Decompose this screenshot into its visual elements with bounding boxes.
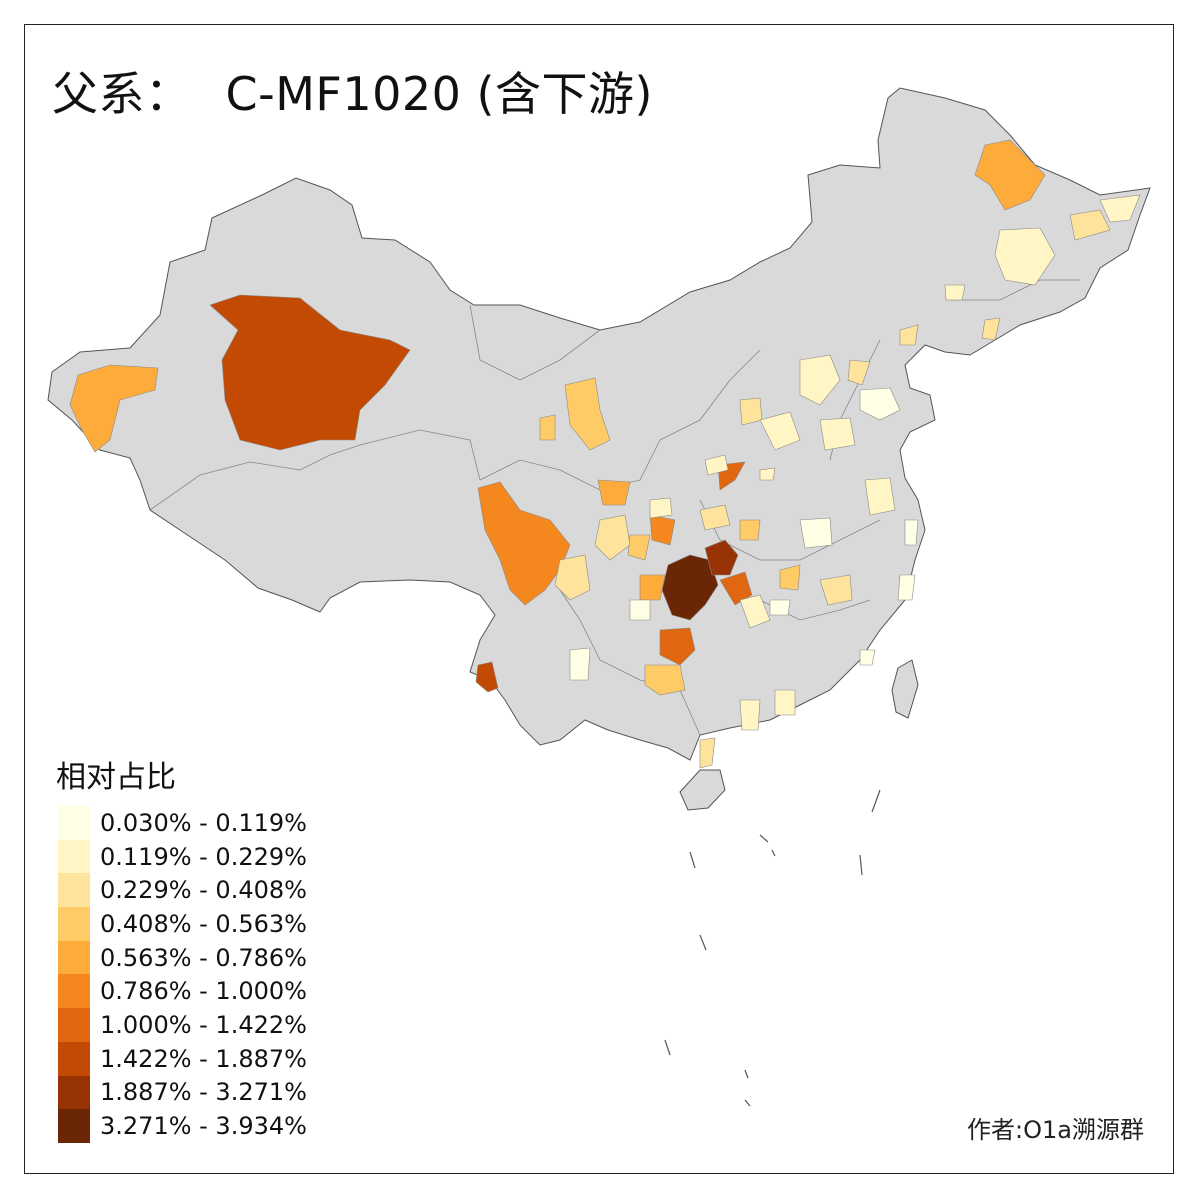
legend-label: 0.408% - 0.563% bbox=[100, 909, 307, 938]
legend-item: 0.229% - 0.408% bbox=[58, 873, 307, 908]
legend-swatch bbox=[58, 940, 90, 975]
south-sea-islands bbox=[664, 789, 881, 1107]
taiwan-island bbox=[891, 659, 919, 719]
legend-swatch bbox=[58, 1041, 90, 1076]
legend-swatch bbox=[58, 806, 90, 840]
legend-label: 1.887% - 3.271% bbox=[100, 1078, 307, 1107]
region-3 bbox=[539, 414, 556, 441]
legend-swatch bbox=[58, 1008, 90, 1042]
region-1 bbox=[649, 497, 673, 519]
legend-swatch bbox=[58, 873, 90, 908]
region-1 bbox=[799, 354, 841, 406]
region-2 bbox=[739, 397, 763, 426]
region-0 bbox=[769, 599, 791, 616]
region-0 bbox=[897, 574, 916, 601]
legend-label: 0.786% - 1.000% bbox=[100, 977, 307, 1006]
map-title: 父系： C-MF1020 (含下游) bbox=[52, 58, 653, 124]
hainan-island bbox=[679, 769, 726, 811]
legend-swatch bbox=[58, 907, 90, 941]
region-0 bbox=[569, 647, 591, 681]
province-borders bbox=[149, 279, 1080, 736]
region-1 bbox=[944, 284, 966, 301]
region-6 bbox=[719, 571, 753, 606]
legend: 0.030% - 0.119% 0.119% - 0.229% 0.229% - 0… bbox=[58, 806, 307, 1143]
region-0 bbox=[859, 387, 901, 421]
region-1 bbox=[819, 417, 856, 451]
legend-item: 0.563% - 0.786% bbox=[58, 940, 307, 975]
region-2 bbox=[554, 554, 591, 601]
legend-item: 0.786% - 1.000% bbox=[58, 974, 307, 1009]
region-6 bbox=[659, 627, 696, 666]
legend-label: 0.030% - 0.119% bbox=[100, 808, 307, 837]
region-5 bbox=[477, 481, 571, 606]
legend-title: 相对占比 bbox=[56, 760, 176, 795]
legend-item: 1.422% - 1.887% bbox=[58, 1041, 307, 1076]
region-2 bbox=[819, 574, 853, 606]
map-frame bbox=[24, 24, 1174, 1174]
legend-swatch bbox=[58, 839, 90, 874]
legend-label: 3.271% - 3.934% bbox=[100, 1112, 307, 1141]
author-credit: 作者:O1a溯源群 bbox=[967, 1116, 1144, 1144]
legend-item: 0.119% - 0.229% bbox=[58, 839, 307, 874]
region-1 bbox=[1099, 194, 1141, 223]
region-5 bbox=[649, 514, 676, 546]
region-4 bbox=[974, 139, 1046, 211]
region-8 bbox=[704, 539, 739, 576]
region-1 bbox=[739, 699, 761, 731]
region-1 bbox=[739, 594, 771, 629]
title-prefix: 父系： bbox=[52, 67, 192, 121]
region-7 bbox=[475, 661, 499, 693]
region-1 bbox=[704, 454, 729, 476]
region-9 bbox=[661, 554, 719, 621]
region-1 bbox=[774, 689, 796, 716]
region-1 bbox=[864, 477, 896, 516]
region-2 bbox=[1069, 209, 1111, 241]
region-4 bbox=[69, 364, 159, 453]
region-1 bbox=[759, 411, 801, 451]
prefecture-regions bbox=[69, 139, 1141, 769]
legend-item: 3.271% - 3.934% bbox=[58, 1109, 307, 1143]
region-2 bbox=[847, 359, 871, 386]
title-code: C-MF1020 (含下游) bbox=[225, 67, 653, 121]
region-3 bbox=[779, 564, 801, 591]
region-3 bbox=[564, 377, 611, 451]
region-0 bbox=[799, 517, 833, 549]
legend-swatch bbox=[58, 974, 90, 1009]
region-7 bbox=[209, 294, 411, 451]
region-4 bbox=[597, 479, 631, 506]
region-3 bbox=[644, 664, 686, 696]
region-2 bbox=[699, 737, 716, 769]
region-0 bbox=[904, 519, 919, 546]
region-2 bbox=[699, 504, 731, 531]
legend-item: 0.030% - 0.119% bbox=[58, 806, 307, 840]
region-1 bbox=[994, 227, 1056, 286]
legend-label: 0.563% - 0.786% bbox=[100, 943, 307, 972]
legend-label: 1.422% - 1.887% bbox=[100, 1044, 307, 1073]
legend-item: 0.408% - 0.563% bbox=[58, 907, 307, 941]
legend-label: 1.000% - 1.422% bbox=[100, 1010, 307, 1039]
legend-swatch bbox=[58, 1109, 90, 1143]
region-4 bbox=[639, 574, 666, 601]
region-2 bbox=[981, 317, 1001, 341]
region-0 bbox=[859, 649, 876, 666]
region-2 bbox=[899, 324, 919, 346]
region-3 bbox=[739, 519, 761, 541]
region-0 bbox=[629, 599, 651, 621]
legend-label: 0.229% - 0.408% bbox=[100, 876, 307, 905]
region-1 bbox=[759, 467, 776, 481]
legend-item: 1.887% - 3.271% bbox=[58, 1075, 307, 1110]
legend-label: 0.119% - 0.229% bbox=[100, 842, 307, 871]
legend-item: 1.000% - 1.422% bbox=[58, 1008, 307, 1042]
region-2 bbox=[594, 514, 631, 561]
legend-swatch bbox=[58, 1075, 90, 1110]
region-3 bbox=[627, 534, 651, 561]
